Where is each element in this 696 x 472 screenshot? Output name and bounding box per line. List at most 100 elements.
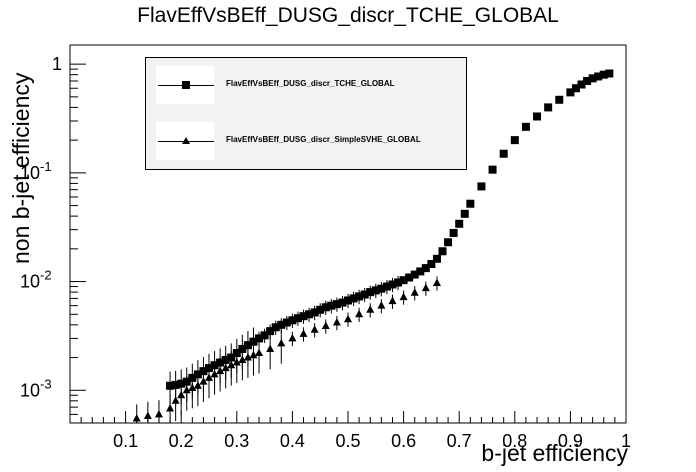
data-point-square: [510, 136, 519, 145]
data-point-triangle: [177, 390, 186, 399]
data-point-triangle: [249, 350, 258, 359]
data-point-square: [438, 247, 447, 256]
x-tick-label: 0.4: [280, 431, 305, 451]
data-point-triangle: [243, 353, 252, 361]
data-point-triangle: [377, 301, 386, 309]
data-point-triangle: [355, 309, 364, 318]
data-point-square: [382, 282, 391, 291]
data-point-square: [288, 316, 297, 325]
data-point-square: [293, 314, 302, 323]
data-point-triangle: [132, 414, 141, 422]
data-point-triangle: [277, 338, 286, 347]
data-point-triangle: [232, 358, 241, 366]
data-point-square: [321, 303, 330, 312]
data-point-triangle: [255, 348, 264, 357]
data-point-square: [488, 165, 497, 174]
data-point-square: [594, 72, 603, 81]
y-tick-label: 10-3: [20, 376, 52, 400]
legend-entry-tche: FlavEffVsBEff_DUSG_discr_TCHE_GLOBAL: [156, 66, 456, 104]
x-tick-label: 0.5: [335, 431, 360, 451]
data-point-square: [282, 318, 291, 327]
data-point-square: [416, 267, 425, 276]
data-point-square: [271, 323, 280, 332]
data-point-square: [344, 296, 352, 305]
data-point-triangle: [199, 377, 208, 385]
data-point-square: [355, 292, 364, 301]
data-point-triangle: [288, 333, 297, 342]
x-axis-label: b-jet efficiency: [481, 440, 628, 466]
legend: FlavEffVsBEff_DUSG_discr_TCHE_GLOBAL Fla…: [145, 57, 467, 170]
y-tick-label: 1: [52, 54, 62, 74]
data-point-square: [360, 290, 369, 299]
legend-label: FlavEffVsBEff_DUSG_discr_SimpleSVHE_GLOB…: [226, 135, 421, 144]
data-point-square: [305, 310, 314, 319]
data-point-triangle: [388, 296, 397, 305]
data-point-square: [388, 280, 397, 289]
data-point-square: [521, 122, 530, 131]
data-point-square: [310, 308, 319, 317]
data-point-square: [571, 84, 580, 93]
data-point-triangle: [321, 321, 330, 330]
data-point-square: [255, 334, 264, 343]
data-point-square: [588, 74, 597, 83]
data-point-square: [566, 88, 575, 97]
x-tick-label: 0.3: [224, 431, 249, 451]
data-point-triangle: [193, 381, 202, 389]
data-point-square: [432, 254, 441, 263]
legend-swatch: [156, 122, 214, 160]
data-point-triangle: [188, 383, 197, 391]
data-point-square: [460, 209, 469, 218]
data-point-triangle: [432, 278, 441, 287]
x-tick-label: 0.9: [558, 431, 583, 451]
data-point-triangle: [205, 373, 213, 381]
data-point-triangle: [399, 292, 408, 301]
data-point-square: [455, 219, 464, 228]
data-point-triangle: [143, 411, 152, 419]
data-point-triangle: [310, 325, 319, 333]
chart-title: FlavEffVsBEff_DUSG_discr_TCHE_GLOBAL: [137, 4, 559, 27]
data-point-square: [427, 260, 436, 269]
data-point-square: [332, 300, 341, 309]
data-point-square: [327, 301, 336, 310]
legend-swatch: [156, 66, 214, 104]
data-point-triangle: [366, 305, 375, 313]
data-point-triangle: [410, 288, 419, 296]
data-point-triangle: [221, 363, 230, 372]
data-point-square: [477, 182, 486, 191]
data-point-square: [371, 286, 380, 295]
data-point-square: [366, 288, 375, 297]
data-point-triangle: [238, 355, 247, 363]
data-point-triangle: [344, 314, 352, 323]
data-point-square: [171, 380, 180, 389]
data-point-triangle: [216, 366, 225, 375]
data-point-square: [544, 103, 553, 112]
square-marker-icon: [182, 81, 190, 89]
data-point-square: [466, 199, 475, 208]
data-point-square: [599, 70, 608, 79]
x-tick-label: 0.2: [169, 431, 194, 451]
data-point-square: [499, 149, 508, 158]
y-tick-label: 10-2: [20, 268, 52, 292]
data-point-triangle: [166, 403, 175, 412]
legend-label: FlavEffVsBEff_DUSG_discr_TCHE_GLOBAL: [226, 79, 395, 88]
data-point-square: [377, 284, 386, 293]
data-point-triangle: [421, 283, 430, 292]
data-point-triangle: [154, 409, 163, 418]
data-point-square: [449, 228, 458, 237]
data-point-square: [583, 76, 592, 85]
data-point-square: [410, 270, 419, 279]
x-tick-label: 1: [621, 431, 631, 451]
data-point-triangle: [171, 396, 180, 404]
data-point-triangle: [210, 369, 219, 378]
x-tick-label: 0.6: [391, 431, 416, 451]
y-tick-label: 10-1: [20, 159, 52, 183]
data-point-square: [338, 298, 347, 307]
x-tick-label: 0.1: [113, 431, 138, 451]
data-point-triangle: [182, 385, 191, 394]
data-point-square: [349, 294, 358, 303]
data-point-square: [277, 320, 286, 329]
y-axis-label: non b-jet efficiency: [8, 72, 34, 264]
x-tick-label: 0.8: [502, 431, 527, 451]
